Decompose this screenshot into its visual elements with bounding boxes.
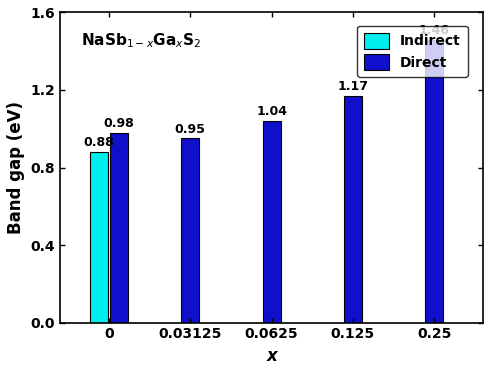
Text: 0.88: 0.88 — [84, 136, 115, 149]
Bar — [344, 96, 362, 323]
Text: 1.46: 1.46 — [419, 24, 450, 37]
Bar — [263, 121, 281, 323]
Text: 0.95: 0.95 — [175, 122, 206, 135]
Legend: Indirect, Direct: Indirect, Direct — [357, 26, 467, 77]
Text: NaSb$_{1-x}$Ga$_x$S$_2$: NaSb$_{1-x}$Ga$_x$S$_2$ — [81, 31, 201, 50]
Bar — [110, 133, 127, 323]
Text: 1.04: 1.04 — [256, 105, 287, 118]
Y-axis label: Band gap (eV): Band gap (eV) — [7, 101, 25, 234]
Bar — [181, 138, 199, 323]
Text: 0.98: 0.98 — [103, 117, 134, 130]
Bar — [90, 152, 108, 323]
Text: 1.17: 1.17 — [338, 80, 368, 93]
X-axis label: x: x — [266, 347, 277, 365]
Bar — [425, 39, 443, 323]
